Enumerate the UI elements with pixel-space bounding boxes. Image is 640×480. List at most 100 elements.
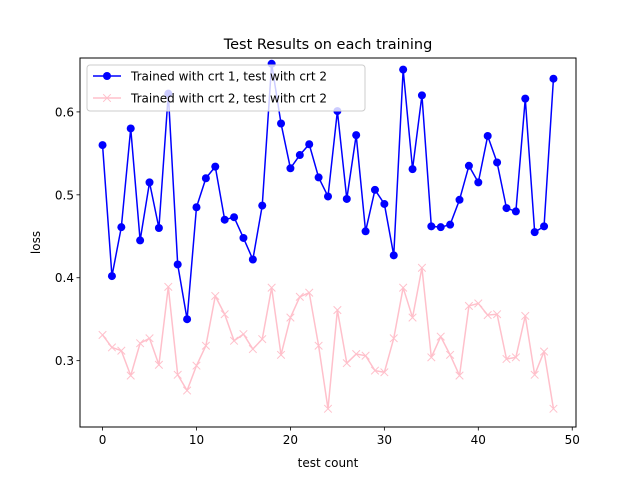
data-point xyxy=(98,141,107,150)
data-point xyxy=(408,165,417,174)
legend-label: Trained with crt 1, test with crt 2 xyxy=(130,70,327,84)
data-point xyxy=(540,222,549,231)
data-point xyxy=(502,204,511,213)
x-tick-label: 50 xyxy=(565,433,580,447)
data-point xyxy=(220,310,229,319)
data-point xyxy=(539,347,549,356)
data-point xyxy=(145,178,154,187)
data-point xyxy=(370,366,380,375)
data-point xyxy=(201,341,211,350)
data-point xyxy=(408,313,417,322)
data-point xyxy=(229,336,239,345)
data-point xyxy=(530,370,539,379)
data-point xyxy=(474,299,483,308)
data-point xyxy=(446,220,455,229)
data-point xyxy=(417,91,426,100)
data-point xyxy=(201,174,210,183)
series-2 xyxy=(98,263,558,413)
data-point xyxy=(436,332,445,341)
legend-marker xyxy=(103,72,111,80)
chart-title: Test Results on each training xyxy=(223,37,433,53)
data-point xyxy=(455,195,464,204)
data-point xyxy=(474,178,483,187)
data-point xyxy=(398,283,408,292)
data-point xyxy=(342,194,351,203)
legend-entry: Trained with crt 2, test with crt 2 xyxy=(93,92,327,106)
data-point xyxy=(211,162,220,171)
data-point xyxy=(286,313,295,322)
data-point xyxy=(399,65,408,74)
data-point xyxy=(492,310,502,319)
data-point xyxy=(361,351,370,360)
data-point xyxy=(361,227,370,236)
x-axis-label: test count xyxy=(298,456,359,470)
data-point xyxy=(352,349,361,359)
data-point xyxy=(323,404,333,413)
data-point xyxy=(126,124,135,133)
legend: Trained with crt 1, test with crt 2 Train… xyxy=(86,64,366,112)
y-tick-label: 0.6 xyxy=(55,105,74,119)
data-point xyxy=(154,360,164,369)
data-point xyxy=(511,207,520,216)
data-point xyxy=(333,305,342,315)
data-point xyxy=(182,386,192,395)
data-point xyxy=(117,346,126,355)
data-point xyxy=(427,353,436,362)
data-point xyxy=(239,233,248,242)
data-point xyxy=(380,199,389,208)
x-tick-label: 0 xyxy=(99,433,107,447)
data-point xyxy=(258,201,267,210)
data-point xyxy=(417,263,427,272)
data-point xyxy=(107,272,116,281)
data-point xyxy=(277,119,286,128)
data-point xyxy=(324,192,332,201)
x-tick-label: 10 xyxy=(189,433,204,447)
legend-marker xyxy=(102,93,112,103)
data-point xyxy=(549,74,558,83)
data-point xyxy=(239,329,248,339)
data-point xyxy=(305,140,314,149)
data-point xyxy=(211,291,220,301)
data-point xyxy=(389,334,398,343)
data-point xyxy=(183,315,192,324)
data-point xyxy=(98,330,107,340)
data-point xyxy=(267,283,276,292)
data-point xyxy=(436,223,445,232)
data-point xyxy=(511,353,521,362)
data-point xyxy=(370,185,379,194)
data-point xyxy=(493,158,502,167)
data-point xyxy=(192,361,201,370)
data-point xyxy=(173,370,182,379)
data-point xyxy=(314,173,323,182)
data-point xyxy=(136,236,145,245)
data-point xyxy=(286,164,295,173)
data-point xyxy=(107,343,117,352)
data-point xyxy=(483,310,492,320)
data-point xyxy=(389,251,398,260)
x-axis: 0 10 20 30 40 50 xyxy=(99,427,580,447)
plot-area-frame xyxy=(79,57,577,428)
data-point xyxy=(305,288,314,297)
data-point xyxy=(220,215,229,224)
data-point xyxy=(145,334,154,343)
legend-label: Trained with crt 2, test with crt 2 xyxy=(130,92,327,106)
y-tick-label: 0.4 xyxy=(55,271,74,285)
data-point xyxy=(502,354,511,364)
y-axis-label: loss xyxy=(29,231,43,254)
data-point xyxy=(464,301,474,311)
x-tick-label: 30 xyxy=(377,433,392,447)
data-point xyxy=(455,371,464,380)
data-point xyxy=(380,368,389,377)
data-point xyxy=(135,339,145,348)
data-point xyxy=(352,131,361,140)
y-tick-label: 0.5 xyxy=(55,188,74,202)
data-point xyxy=(483,131,492,140)
data-point xyxy=(192,203,201,212)
data-point xyxy=(248,344,258,354)
data-point xyxy=(314,341,323,350)
data-point xyxy=(295,292,304,301)
x-tick-label: 40 xyxy=(471,433,486,447)
data-point xyxy=(117,223,126,232)
y-tick-label: 0.3 xyxy=(55,354,74,368)
